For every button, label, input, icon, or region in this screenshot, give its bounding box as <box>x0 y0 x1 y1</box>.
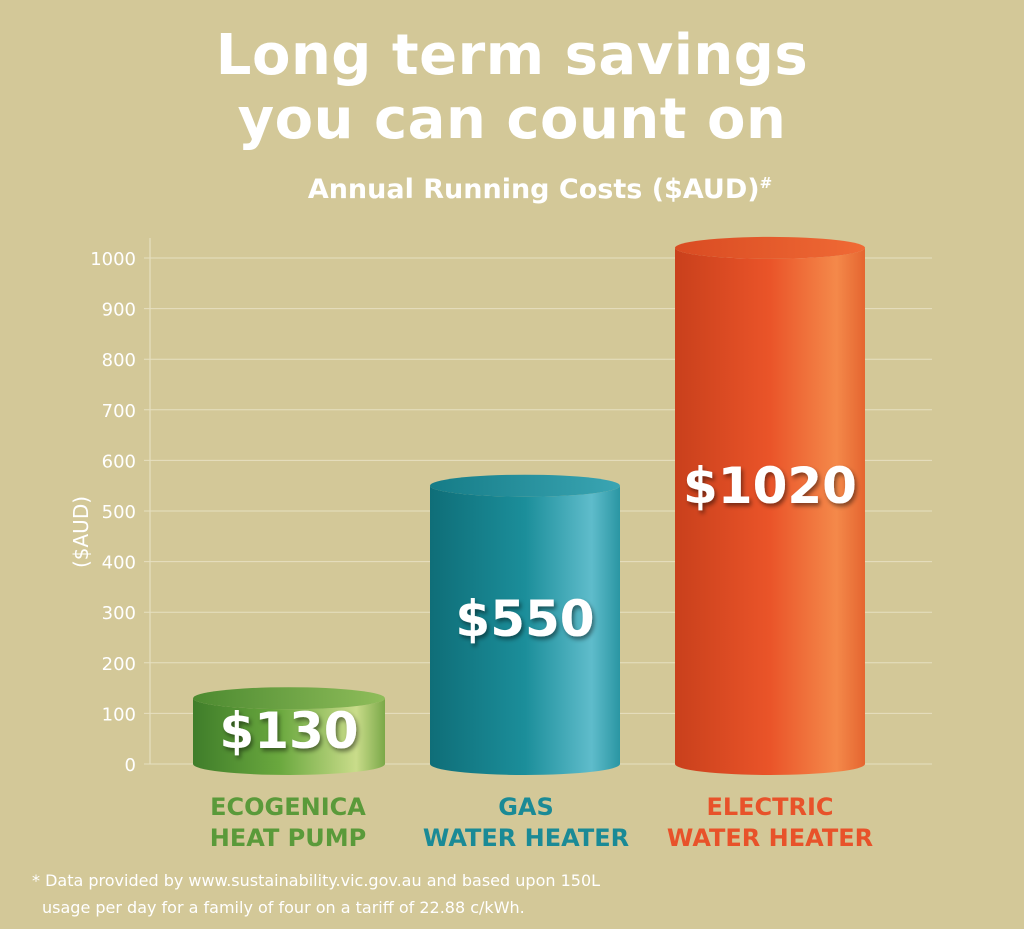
chart-title: Long term savings you can count on <box>0 24 1024 152</box>
subtitle-mark: # <box>759 174 773 192</box>
y-tick-label: 200 <box>102 654 136 675</box>
y-tick-label: 600 <box>102 451 136 472</box>
y-tick-label: 0 <box>125 755 136 776</box>
category-line-2: WATER HEATER <box>666 824 874 852</box>
subtitle-text: Annual Running Costs ($AUD) <box>307 174 760 205</box>
bar-top <box>675 236 865 259</box>
category-label-heat-pump: ECOGENICA HEAT PUMP <box>168 792 408 854</box>
bar-gas <box>430 474 620 775</box>
bars <box>193 236 865 775</box>
category-label-gas: GAS WATER HEATER <box>406 792 646 854</box>
value-labels: $130 $550 $1020 <box>219 457 857 760</box>
bar-top <box>430 474 620 497</box>
footnote-line-1: * Data provided by www.sustainability.vi… <box>32 871 601 890</box>
category-line-2: HEAT PUMP <box>209 824 367 852</box>
bar-top <box>193 687 385 710</box>
bar-heat-pump <box>193 687 385 775</box>
y-axis: 0 100 200 300 400 500 600 700 800 900 1000 ($AUD) <box>69 238 151 776</box>
title-line-2: you can count on <box>237 87 787 152</box>
bar-body <box>675 247 865 775</box>
y-tick-label: 500 <box>102 502 136 523</box>
chart-subtitle: Annual Running Costs ($AUD)# <box>0 174 1024 205</box>
footnote: * Data provided by www.sustainability.vi… <box>32 867 600 921</box>
bar-body <box>430 485 620 775</box>
y-tick-label: 100 <box>102 704 136 725</box>
y-tick-label: 700 <box>102 401 136 422</box>
bar-electric <box>675 236 865 775</box>
y-tick-label: 400 <box>102 553 136 574</box>
y-tick-label: 300 <box>102 603 136 624</box>
value-label: $550 <box>455 590 594 648</box>
value-label: $1020 <box>683 457 857 515</box>
y-tick-label: 800 <box>102 350 136 371</box>
category-label-electric: ELECTRIC WATER HEATER <box>650 792 890 854</box>
category-line-1: ECOGENICA <box>210 793 366 821</box>
category-line-2: WATER HEATER <box>422 824 630 852</box>
category-line-1: GAS <box>498 793 554 821</box>
footnote-line-2: usage per day for a family of four on a … <box>42 898 525 917</box>
y-tick-label: 1000 <box>90 249 136 270</box>
y-axis-label: ($AUD) <box>69 496 93 568</box>
value-label: $130 <box>219 702 358 760</box>
y-tick-label: 900 <box>102 300 136 321</box>
category-line-1: ELECTRIC <box>706 793 834 821</box>
bar-body <box>193 698 385 775</box>
title-line-1: Long term savings <box>215 23 809 88</box>
